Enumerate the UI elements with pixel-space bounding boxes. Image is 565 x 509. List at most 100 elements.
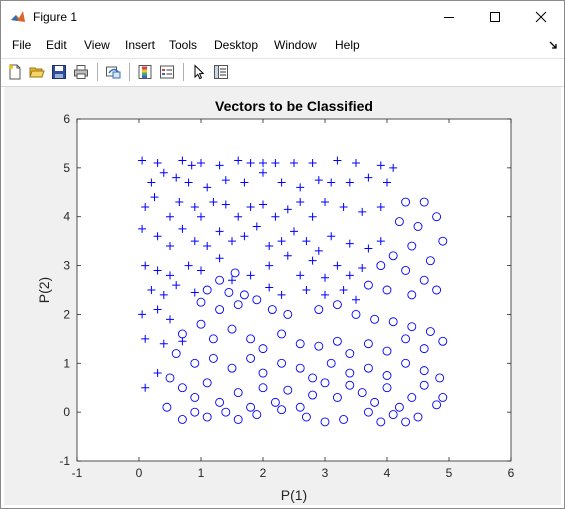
circle-marker <box>215 397 225 407</box>
plus-marker <box>153 266 162 275</box>
circle-marker <box>419 344 429 354</box>
link-plot-icon[interactable] <box>103 62 123 82</box>
plus-marker <box>246 271 255 280</box>
circle-marker <box>230 268 240 278</box>
figure-canvas[interactable]: -1 0 1 2 3 4 5 6 -1 0 1 2 3 4 5 6 Vectors to be Classif… <box>4 87 561 505</box>
menu-help[interactable]: Help <box>335 38 360 52</box>
plus-marker <box>302 237 311 246</box>
plus-marker <box>345 271 354 280</box>
circle-marker <box>370 314 380 324</box>
circle-marker <box>177 383 187 393</box>
new-figure-icon[interactable] <box>5 62 25 82</box>
circle-marker <box>308 390 318 400</box>
plus-marker <box>364 173 373 182</box>
plus-marker <box>228 276 236 285</box>
plus-marker <box>327 232 336 241</box>
circle-marker <box>314 305 324 314</box>
x-tick-label: 2 <box>260 466 267 480</box>
menu-window[interactable]: Window <box>274 38 317 52</box>
property-editor-icon[interactable] <box>211 62 231 82</box>
circle-marker <box>258 368 268 378</box>
toolbar-separator <box>183 63 184 81</box>
plus-marker <box>138 156 147 165</box>
close-button[interactable] <box>518 1 564 33</box>
circle-marker <box>363 339 373 349</box>
plus-marker <box>175 198 184 207</box>
plus-marker <box>246 202 255 211</box>
scatter-plot[interactable]: -1 0 1 2 3 4 5 6 -1 0 1 2 3 4 5 6 Vectors to be Classif… <box>4 87 561 505</box>
plus-marker <box>259 200 267 209</box>
circle-marker <box>320 417 330 427</box>
circle-marker <box>419 366 429 376</box>
circle-marker <box>252 295 262 305</box>
plus-marker <box>339 202 348 211</box>
matlab-figure-icon <box>10 9 26 25</box>
y-tick-label: 6 <box>63 112 70 126</box>
plus-marker <box>172 281 181 290</box>
plus-marker <box>197 212 205 221</box>
plus-marker <box>352 158 360 167</box>
plus-marker <box>178 224 187 233</box>
circle-marker <box>419 275 429 285</box>
circle-marker <box>419 380 429 390</box>
circle-marker <box>224 287 234 297</box>
minimize-button[interactable] <box>426 1 472 33</box>
figure-toolbar <box>1 58 564 87</box>
x-tick-label: -1 <box>72 466 83 480</box>
circle-marker <box>345 368 355 378</box>
circle-marker <box>252 410 262 420</box>
circle-marker <box>233 415 243 424</box>
plus-marker <box>166 315 174 324</box>
menu-bar: File Edit View Insert Tools Desktop Wind… <box>1 35 564 57</box>
save-icon[interactable] <box>49 62 69 82</box>
circle-marker <box>345 380 355 390</box>
x-tick-label: 4 <box>384 466 391 480</box>
circle-marker <box>413 412 423 422</box>
circle-marker <box>215 305 225 314</box>
circle-marker <box>190 358 200 368</box>
plus-marker <box>327 178 336 187</box>
toolbar-separator <box>97 63 98 81</box>
plus-marker <box>265 283 274 292</box>
circle-marker <box>221 407 231 417</box>
circle-marker <box>382 285 392 295</box>
pointer-icon[interactable] <box>189 62 209 82</box>
circle-marker <box>227 324 237 334</box>
x-tick-label: 1 <box>198 466 205 480</box>
open-file-icon[interactable] <box>27 62 47 82</box>
circle-marker <box>270 397 280 407</box>
axis-ticks: -1 0 1 2 3 4 5 6 -1 0 1 2 3 4 5 6 <box>59 112 514 480</box>
circle-marker <box>295 339 305 349</box>
data-marks <box>138 156 448 427</box>
plus-marker <box>153 158 162 167</box>
circle-marker <box>295 363 305 373</box>
plus-marker <box>290 158 298 167</box>
legend-icon[interactable] <box>157 62 177 82</box>
menu-edit[interactable]: Edit <box>46 38 67 52</box>
circle-marker <box>332 336 342 346</box>
maximize-button[interactable] <box>472 1 518 33</box>
circle-marker <box>345 349 355 358</box>
dock-arrow-icon[interactable] <box>548 39 558 49</box>
menu-view[interactable]: View <box>84 38 110 52</box>
menu-desktop[interactable]: Desktop <box>214 38 259 52</box>
plus-marker <box>358 207 367 216</box>
x-tick-label: 5 <box>446 466 453 480</box>
menu-file[interactable]: File <box>12 38 32 52</box>
circle-marker <box>394 402 404 412</box>
circle-marker <box>339 415 349 424</box>
circle-marker <box>239 290 249 300</box>
plus-marker <box>389 163 398 172</box>
menu-tools[interactable]: Tools <box>169 38 198 52</box>
print-icon[interactable] <box>71 62 91 82</box>
menu-insert[interactable]: Insert <box>125 38 156 52</box>
plus-marker <box>283 205 292 214</box>
circle-marker <box>283 385 293 395</box>
axes-area[interactable] <box>77 119 511 461</box>
title-bar[interactable]: Figure 1 <box>1 1 564 33</box>
plus-marker <box>138 224 147 233</box>
circle-marker <box>320 378 330 388</box>
plus-marker <box>141 202 150 211</box>
colorbar-icon[interactable] <box>135 62 155 82</box>
